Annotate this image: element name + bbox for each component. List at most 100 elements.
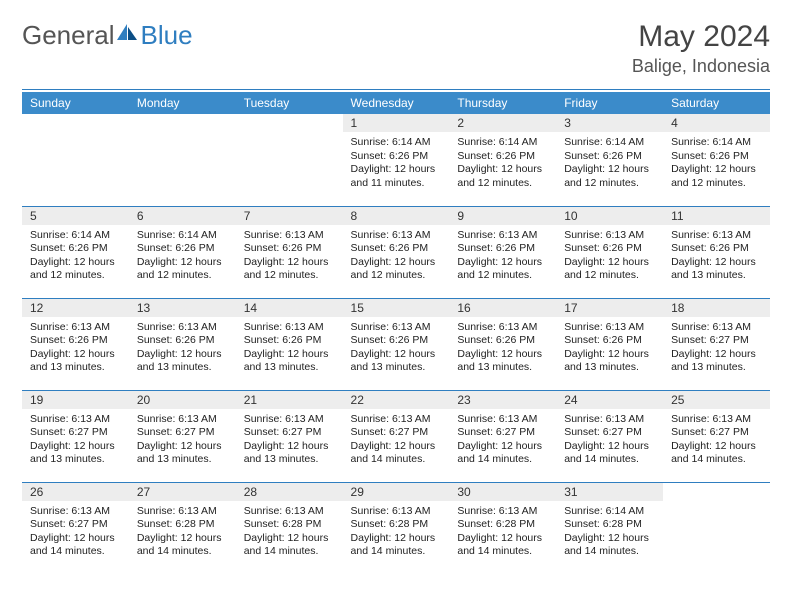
calendar-table: Sunday Monday Tuesday Wednesday Thursday…: [22, 92, 770, 574]
day-ss: Sunset: 6:26 PM: [244, 242, 335, 256]
day-sr: Sunrise: 6:13 AM: [671, 413, 762, 427]
day-dl2: and 14 minutes.: [351, 453, 442, 467]
day-ss: Sunset: 6:27 PM: [671, 426, 762, 440]
day-sr: Sunrise: 6:13 AM: [671, 229, 762, 243]
day-number: 14: [236, 299, 343, 317]
day-data: Sunrise: 6:13 AMSunset: 6:26 PMDaylight:…: [556, 225, 663, 290]
day-number: 29: [343, 483, 450, 501]
day-dl1: Daylight: 12 hours: [671, 440, 762, 454]
calendar-cell: 4Sunrise: 6:14 AMSunset: 6:26 PMDaylight…: [663, 114, 770, 206]
day-data: Sunrise: 6:13 AMSunset: 6:27 PMDaylight:…: [236, 409, 343, 474]
day-dl2: and 11 minutes.: [351, 177, 442, 191]
header: General Blue May 2024 Balige, Indonesia: [22, 20, 770, 77]
day-sr: Sunrise: 6:13 AM: [244, 321, 335, 335]
day-dl1: Daylight: 12 hours: [351, 348, 442, 362]
day-data: Sunrise: 6:13 AMSunset: 6:26 PMDaylight:…: [343, 317, 450, 382]
day-dl1: Daylight: 12 hours: [244, 348, 335, 362]
day-header: Thursday: [449, 92, 556, 114]
day-dl1: Daylight: 12 hours: [30, 532, 121, 546]
title-block: May 2024 Balige, Indonesia: [632, 20, 770, 77]
day-sr: Sunrise: 6:13 AM: [351, 505, 442, 519]
day-dl2: and 12 minutes.: [671, 177, 762, 191]
calendar-cell: 6Sunrise: 6:14 AMSunset: 6:26 PMDaylight…: [129, 206, 236, 298]
day-data: Sunrise: 6:13 AMSunset: 6:27 PMDaylight:…: [449, 409, 556, 474]
day-dl1: Daylight: 12 hours: [564, 532, 655, 546]
day-number: 5: [22, 207, 129, 225]
day-dl1: Daylight: 12 hours: [137, 348, 228, 362]
calendar-week: 5Sunrise: 6:14 AMSunset: 6:26 PMDaylight…: [22, 206, 770, 298]
day-data: Sunrise: 6:13 AMSunset: 6:26 PMDaylight:…: [22, 317, 129, 382]
day-data: Sunrise: 6:13 AMSunset: 6:28 PMDaylight:…: [236, 501, 343, 566]
day-ss: Sunset: 6:28 PM: [244, 518, 335, 532]
day-dl2: and 14 minutes.: [137, 545, 228, 559]
day-dl1: Daylight: 12 hours: [30, 256, 121, 270]
day-dl1: Daylight: 12 hours: [564, 163, 655, 177]
day-ss: Sunset: 6:26 PM: [30, 334, 121, 348]
calendar-cell: 2Sunrise: 6:14 AMSunset: 6:26 PMDaylight…: [449, 114, 556, 206]
day-number: 7: [236, 207, 343, 225]
day-sr: Sunrise: 6:13 AM: [137, 413, 228, 427]
day-number: 23: [449, 391, 556, 409]
day-number: 26: [22, 483, 129, 501]
calendar-cell: 9Sunrise: 6:13 AMSunset: 6:26 PMDaylight…: [449, 206, 556, 298]
day-dl1: Daylight: 12 hours: [457, 256, 548, 270]
day-data: Sunrise: 6:13 AMSunset: 6:26 PMDaylight:…: [449, 317, 556, 382]
day-dl1: Daylight: 12 hours: [30, 348, 121, 362]
day-dl2: and 13 minutes.: [564, 361, 655, 375]
day-dl1: Daylight: 12 hours: [244, 532, 335, 546]
day-number: 3: [556, 114, 663, 132]
calendar-cell: 16Sunrise: 6:13 AMSunset: 6:26 PMDayligh…: [449, 298, 556, 390]
day-number: 19: [22, 391, 129, 409]
day-sr: Sunrise: 6:13 AM: [244, 229, 335, 243]
day-number: 24: [556, 391, 663, 409]
day-sr: Sunrise: 6:13 AM: [351, 321, 442, 335]
logo-sail-icon: [115, 22, 139, 49]
day-number: 20: [129, 391, 236, 409]
day-number: 25: [663, 391, 770, 409]
day-dl1: Daylight: 12 hours: [457, 440, 548, 454]
day-ss: Sunset: 6:26 PM: [564, 242, 655, 256]
calendar-cell: [236, 114, 343, 206]
day-dl2: and 12 minutes.: [244, 269, 335, 283]
day-header: Sunday: [22, 92, 129, 114]
day-dl2: and 13 minutes.: [30, 453, 121, 467]
day-data: Sunrise: 6:13 AMSunset: 6:28 PMDaylight:…: [343, 501, 450, 566]
calendar-cell: 3Sunrise: 6:14 AMSunset: 6:26 PMDaylight…: [556, 114, 663, 206]
day-data: Sunrise: 6:13 AMSunset: 6:26 PMDaylight:…: [236, 317, 343, 382]
day-dl1: Daylight: 12 hours: [564, 348, 655, 362]
day-dl1: Daylight: 12 hours: [671, 348, 762, 362]
day-ss: Sunset: 6:27 PM: [244, 426, 335, 440]
day-dl1: Daylight: 12 hours: [457, 348, 548, 362]
day-dl2: and 13 minutes.: [457, 361, 548, 375]
day-header: Wednesday: [343, 92, 450, 114]
day-data: Sunrise: 6:13 AMSunset: 6:27 PMDaylight:…: [22, 501, 129, 566]
calendar-cell: 26Sunrise: 6:13 AMSunset: 6:27 PMDayligh…: [22, 482, 129, 574]
day-sr: Sunrise: 6:13 AM: [671, 321, 762, 335]
day-sr: Sunrise: 6:13 AM: [457, 229, 548, 243]
day-ss: Sunset: 6:26 PM: [137, 242, 228, 256]
calendar-cell: [22, 114, 129, 206]
calendar-week: 1Sunrise: 6:14 AMSunset: 6:26 PMDaylight…: [22, 114, 770, 206]
day-ss: Sunset: 6:26 PM: [244, 334, 335, 348]
day-dl2: and 14 minutes.: [671, 453, 762, 467]
day-number: 10: [556, 207, 663, 225]
day-sr: Sunrise: 6:13 AM: [564, 229, 655, 243]
day-dl2: and 13 minutes.: [244, 361, 335, 375]
calendar-cell: 18Sunrise: 6:13 AMSunset: 6:27 PMDayligh…: [663, 298, 770, 390]
day-dl2: and 13 minutes.: [351, 361, 442, 375]
calendar-cell: 20Sunrise: 6:13 AMSunset: 6:27 PMDayligh…: [129, 390, 236, 482]
day-dl1: Daylight: 12 hours: [671, 256, 762, 270]
day-dl2: and 13 minutes.: [671, 361, 762, 375]
day-ss: Sunset: 6:27 PM: [564, 426, 655, 440]
day-number: 8: [343, 207, 450, 225]
calendar-cell: 7Sunrise: 6:13 AMSunset: 6:26 PMDaylight…: [236, 206, 343, 298]
day-data: Sunrise: 6:14 AMSunset: 6:26 PMDaylight:…: [343, 132, 450, 197]
day-sr: Sunrise: 6:13 AM: [30, 413, 121, 427]
calendar-cell: 5Sunrise: 6:14 AMSunset: 6:26 PMDaylight…: [22, 206, 129, 298]
day-dl1: Daylight: 12 hours: [457, 163, 548, 177]
day-ss: Sunset: 6:27 PM: [30, 426, 121, 440]
day-dl2: and 12 minutes.: [457, 177, 548, 191]
day-sr: Sunrise: 6:13 AM: [30, 505, 121, 519]
day-dl2: and 14 minutes.: [457, 545, 548, 559]
day-dl2: and 12 minutes.: [137, 269, 228, 283]
